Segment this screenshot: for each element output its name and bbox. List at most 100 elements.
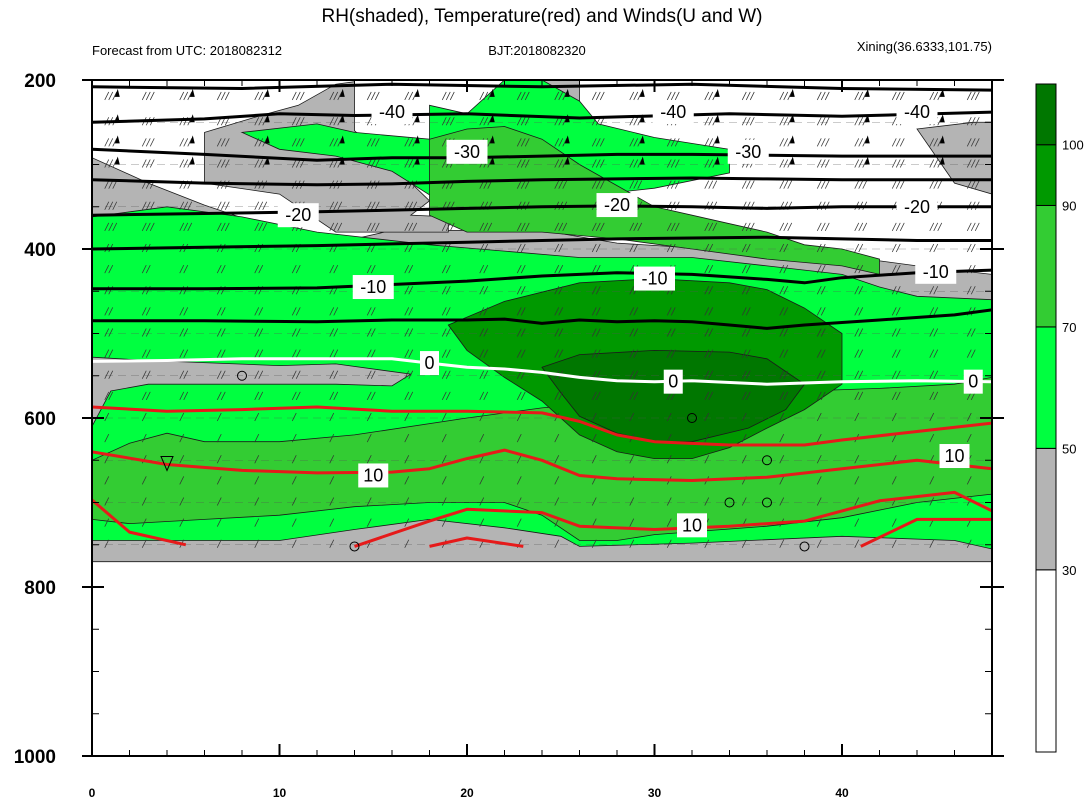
wind-barb (366, 328, 376, 337)
wind-barb (404, 264, 414, 274)
wind-barb (516, 518, 522, 527)
wind-barb (404, 243, 414, 253)
wind-barb (891, 328, 901, 337)
wind-barb (254, 222, 268, 232)
wind-barb (441, 243, 451, 253)
wind-barb (329, 201, 343, 210)
wind-barb (629, 539, 635, 548)
wind-barb (216, 222, 230, 232)
wind-barb (216, 138, 230, 147)
wind-barb (366, 307, 376, 316)
wind-barb (741, 328, 751, 337)
wind-barb (591, 264, 601, 274)
wind-barb (929, 307, 939, 316)
wind-barb (216, 433, 222, 443)
wind-barb (254, 412, 260, 422)
svg-text:-10: -10 (923, 262, 949, 282)
wind-barb (816, 180, 830, 189)
wind-barb (216, 159, 230, 168)
wind-barb (554, 391, 564, 401)
wind-barb (291, 117, 305, 126)
wind-barb (179, 264, 189, 274)
wind-barb (666, 91, 680, 101)
wind-barb (666, 349, 676, 358)
wind-barb (179, 156, 195, 168)
wind-barb (591, 497, 597, 506)
wind-barb (104, 433, 110, 443)
wind-barb (704, 135, 720, 147)
wind-barb (291, 264, 301, 274)
wind-barb (966, 117, 980, 126)
wind-barb (479, 412, 485, 422)
wind-barb (441, 307, 451, 316)
wind-barb (141, 307, 151, 316)
station-label: Xining(36.6333,101.75) (857, 39, 992, 54)
wind-barb (366, 497, 372, 506)
triangle-marker (160, 455, 174, 472)
wind-barb (329, 497, 335, 506)
wind-barb (516, 328, 526, 337)
wind-barb (329, 114, 345, 126)
wind-barb (329, 455, 335, 464)
wind-barb (479, 518, 485, 527)
wind-barb (404, 455, 410, 464)
isotherm-12 (354, 490, 992, 548)
wind-barb (291, 455, 297, 464)
wind-barb (816, 497, 822, 506)
wind-barb (329, 88, 345, 101)
wind-barb (554, 497, 560, 506)
wind-barb (554, 243, 564, 253)
wind-barb (329, 518, 335, 527)
svg-text:-40: -40 (379, 102, 405, 122)
wind-barb (366, 201, 380, 210)
wind-barb (104, 264, 114, 274)
wind-barb (554, 455, 560, 464)
wind-barb (291, 497, 297, 506)
wind-barb (516, 222, 530, 232)
isotherm-6 (92, 268, 992, 291)
wind-barb (666, 328, 676, 337)
wind-barb (966, 222, 980, 232)
wind-barb (704, 455, 710, 464)
wind-barb (629, 135, 645, 147)
wind-barb (704, 286, 714, 295)
wind-barb (591, 159, 605, 168)
wind-barb (479, 114, 495, 126)
wind-barb (141, 159, 155, 168)
wind-barb (704, 349, 714, 358)
wind-barb (366, 391, 376, 401)
wind-barb (516, 286, 526, 295)
wind-barb (404, 433, 410, 443)
wind-barb (216, 264, 226, 274)
wind-barb (404, 135, 420, 147)
wind-barb (479, 222, 493, 232)
wind-barb (779, 222, 793, 232)
wind-barb (141, 412, 147, 422)
wind-barb (704, 180, 718, 189)
colorbar: 30 50 70 90 100 (1035, 83, 1084, 753)
wind-barb (779, 497, 785, 506)
wind-barb (666, 307, 676, 316)
calm-wind-marker (762, 455, 772, 466)
svg-text:-20: -20 (604, 195, 630, 215)
wind-barb (554, 286, 564, 295)
wind-barb (816, 455, 822, 464)
wind-barb (291, 328, 301, 337)
wind-barb (891, 264, 901, 274)
wind-barb (329, 370, 339, 379)
wind-barb (291, 370, 301, 379)
wind-barb (779, 476, 785, 485)
wind-barb (366, 412, 372, 422)
wind-barb (816, 539, 822, 548)
wind-barb (104, 328, 114, 337)
wind-barb (966, 349, 976, 358)
isotherm-9 (92, 405, 992, 447)
y-tick-label: 400 (24, 240, 56, 261)
wind-barb (966, 433, 972, 443)
wind-barb (704, 222, 718, 232)
wind-barb (479, 243, 489, 253)
svg-text:-10: -10 (360, 277, 386, 297)
wind-barb (291, 412, 297, 422)
wind-barb (404, 412, 410, 422)
calm-wind-marker (237, 370, 247, 381)
